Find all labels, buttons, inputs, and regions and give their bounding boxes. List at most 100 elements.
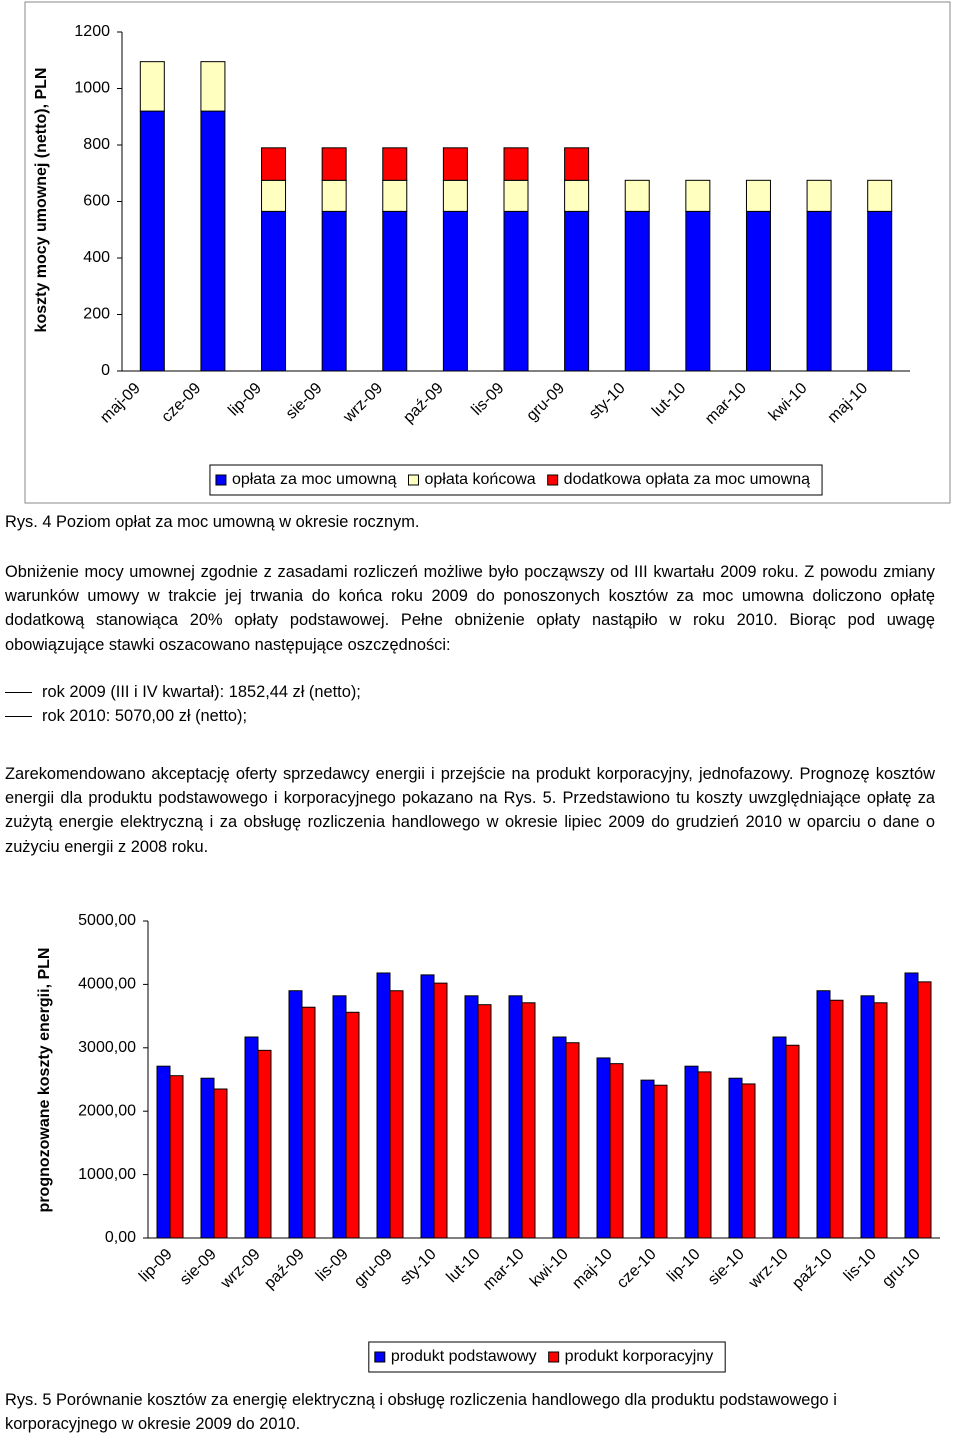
bar (785, 1044, 800, 1239)
x-tick-label: cze-09 (158, 380, 204, 426)
y-tick-label: 3000,00 (78, 1039, 136, 1056)
y-tick-label: 800 (83, 136, 110, 153)
x-tick-label: maj-09 (97, 380, 144, 427)
bar (596, 1057, 611, 1239)
legend-swatch (374, 1351, 386, 1363)
bar-segment (139, 110, 165, 372)
bar (609, 1063, 624, 1239)
legend-box (209, 464, 823, 496)
bar (860, 995, 875, 1239)
bar (332, 995, 347, 1239)
bar (420, 974, 435, 1239)
x-tick-label: sie-10 (705, 1246, 748, 1289)
bar (376, 972, 391, 1239)
x-tick-label: paź-10 (789, 1246, 836, 1293)
legend-box (368, 1341, 726, 1373)
bar (565, 1042, 580, 1239)
y-tick-label: 0 (101, 362, 110, 379)
bar-segment (261, 179, 287, 212)
y-tick-label: 200 (83, 306, 110, 323)
bar (156, 1065, 171, 1239)
x-tick-label: lip-09 (136, 1246, 176, 1286)
y-tick-label: 1000 (74, 80, 110, 97)
x-tick-label: lis-10 (841, 1246, 880, 1285)
bar-segment (867, 179, 893, 212)
bar-segment (200, 61, 226, 112)
bar-segment (564, 147, 590, 181)
bar-segment (745, 210, 771, 372)
bar-segment (503, 179, 529, 212)
bar-segment (442, 147, 468, 181)
y-tick-label: 1000,00 (78, 1166, 136, 1183)
bar (772, 1036, 787, 1239)
bar-segment (321, 179, 347, 212)
bar (653, 1084, 668, 1239)
y-tick-label: 600 (83, 193, 110, 210)
x-tick-label: cze-10 (614, 1246, 660, 1292)
x-tick-label: wrz-10 (745, 1246, 792, 1293)
legend-swatch (215, 474, 227, 486)
bar (169, 1075, 184, 1239)
bar (389, 990, 404, 1239)
bar-segment (806, 179, 832, 212)
bar-segment (442, 210, 468, 372)
bar-segment (382, 147, 408, 181)
bar (829, 999, 844, 1239)
bar-segment (503, 147, 529, 181)
legend-label: opłata końcowa (424, 471, 535, 488)
bar (917, 981, 932, 1239)
bar (477, 1004, 492, 1239)
bar (464, 995, 479, 1239)
paragraph: Obniżenie mocy umownej zgodnie z zasadam… (5, 563, 935, 654)
bar-segment (685, 210, 711, 372)
bar-segment (139, 61, 165, 112)
bar (200, 1077, 215, 1239)
x-tick-label: gru-09 (523, 380, 568, 425)
x-tick-label: wrz-09 (217, 1246, 264, 1293)
x-tick-label: lis-09 (468, 380, 507, 419)
bar-segment (382, 179, 408, 212)
x-tick-label: sie-09 (283, 380, 326, 423)
y-tick-label: 4000,00 (78, 976, 136, 993)
y-tick-label: 2000,00 (78, 1102, 136, 1119)
legend-swatch (547, 474, 559, 486)
bar (697, 1071, 712, 1239)
y-tick-label: 0,00 (105, 1229, 136, 1246)
bar-segment (745, 179, 771, 212)
bar-segment (200, 110, 226, 372)
bar-segment (261, 147, 287, 181)
x-tick-label: maj-10 (825, 380, 872, 427)
list-dash (5, 716, 32, 717)
x-tick-label: paź-09 (261, 1246, 308, 1293)
bar-segment (564, 210, 590, 372)
bar (288, 990, 303, 1239)
x-tick-label: kwi-10 (527, 1246, 572, 1291)
bar (508, 995, 523, 1239)
chart-1: koszty mocy umownej (netto), PLN 0 200 400 6… (24, 1, 951, 504)
bar-segment (321, 210, 347, 372)
bar (213, 1088, 228, 1239)
bar-segment (321, 147, 347, 181)
x-tick-label: gru-09 (351, 1246, 396, 1291)
list-item: rok 2009 (III i IV kwartał): 1852,44 zł … (42, 683, 361, 701)
legend-swatch (548, 1351, 560, 1363)
bar-segment (564, 179, 590, 212)
bar (728, 1077, 743, 1239)
paragraph: Zarekomendowano akceptację oferty sprzed… (5, 765, 935, 856)
y-tick-label: 400 (83, 249, 110, 266)
bar (741, 1083, 756, 1239)
x-tick-label: lis-09 (313, 1246, 352, 1285)
bar-segment (806, 210, 832, 372)
bar-segment (382, 210, 408, 372)
bar (521, 1002, 536, 1239)
legend-label: produkt korporacyjny (565, 1348, 714, 1365)
x-tick-label: mar-10 (702, 380, 750, 428)
legend-label: opłata za moc umowną (232, 471, 397, 488)
bar (257, 1049, 272, 1239)
x-tick-label: lut-10 (443, 1246, 483, 1286)
legend-swatch (407, 474, 419, 486)
bar (433, 982, 448, 1239)
y-axis-label: koszty mocy umownej (netto), PLN (33, 68, 50, 333)
caption: Rys. 4 Poziom opłat za moc umowną w okre… (5, 513, 420, 531)
